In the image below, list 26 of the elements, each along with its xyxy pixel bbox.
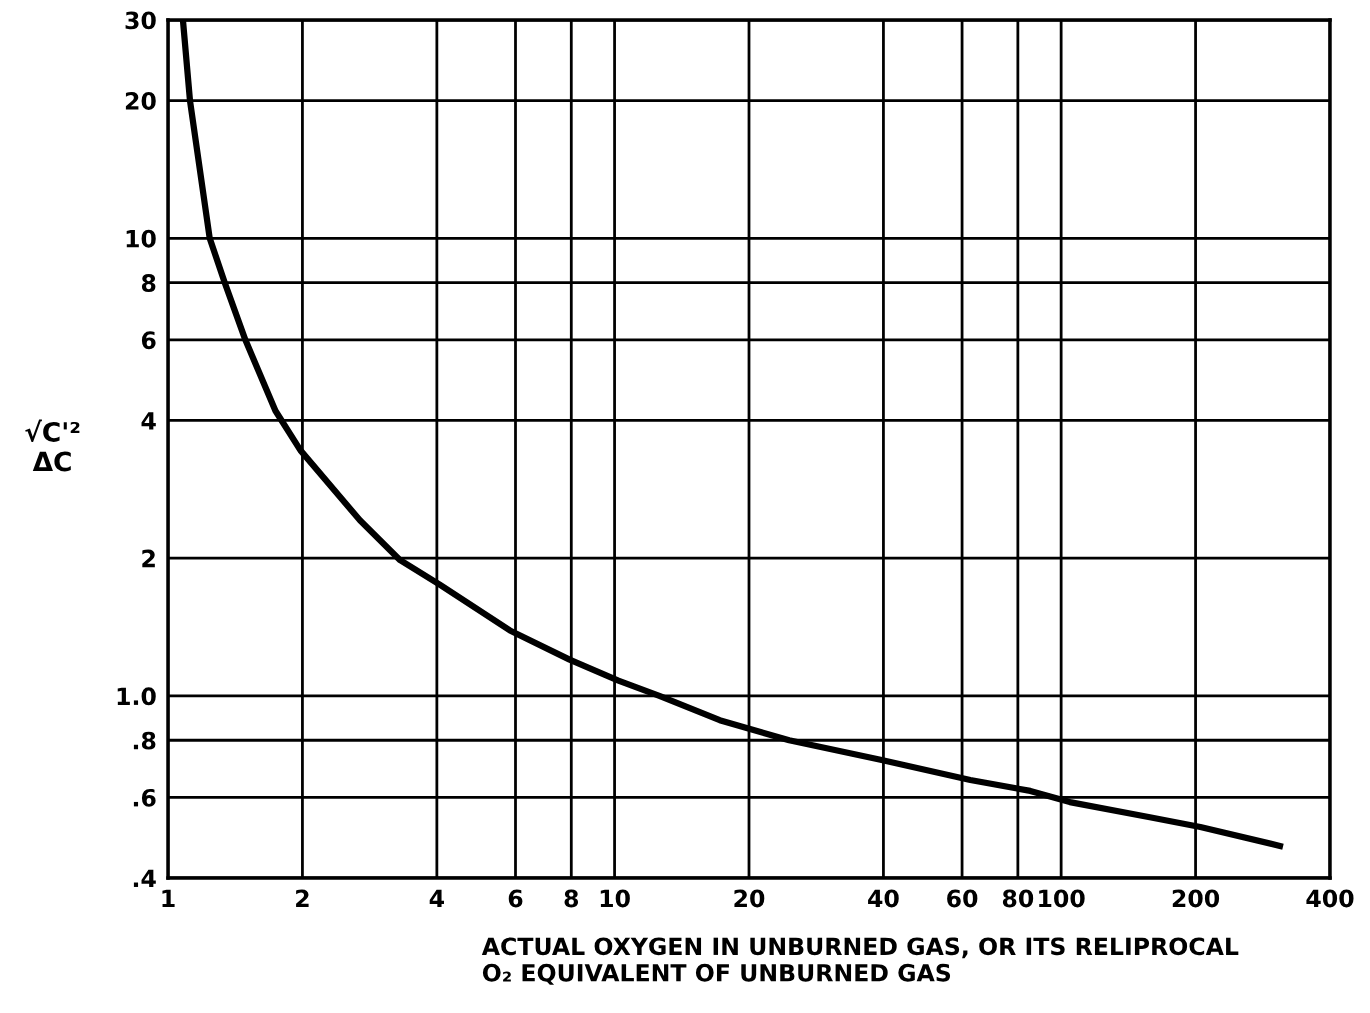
x-tick-label: 8 <box>564 889 579 908</box>
y-tick-label: .4 <box>133 869 156 887</box>
x-tick-label: 200 <box>1172 889 1220 908</box>
y-tick-label: 1.0 <box>117 687 156 706</box>
y-tick-label: 8 <box>141 274 156 292</box>
x-tick-label: 80 <box>1002 889 1034 908</box>
x-tick-label: 40 <box>868 889 899 908</box>
x-tick-label: 20 <box>734 889 765 908</box>
y-tick-label: .6 <box>133 788 156 807</box>
y-tick-label: 10 <box>126 229 156 248</box>
x-tick-label: 6 <box>508 889 523 908</box>
y-axis-title: √C'² ΔC <box>25 419 80 472</box>
x-tick-label: 400 <box>1306 889 1354 908</box>
x-tick-label: 4 <box>429 889 444 908</box>
y-tick-label: 4 <box>141 412 156 430</box>
y-tick-label: 30 <box>125 11 156 30</box>
x-axis-title: ACTUAL OXYGEN IN UNBURNED GAS, OR ITS RELIPROCAL O₂ EQUIVALENT OF UNBURNED GAS <box>481 937 1239 985</box>
x-tick-label: 2 <box>296 889 309 908</box>
x-tick-label: 10 <box>600 889 630 908</box>
y-tick-label: 20 <box>125 92 156 110</box>
y-tick-label: 2 <box>142 549 155 568</box>
y-tick-label: 6 <box>141 331 156 350</box>
x-tick-label: 60 <box>947 889 978 908</box>
x-tick-label: 100 <box>1039 889 1085 908</box>
y-tick-label: .8 <box>133 731 156 750</box>
x-tick-label: 1 <box>162 889 175 908</box>
